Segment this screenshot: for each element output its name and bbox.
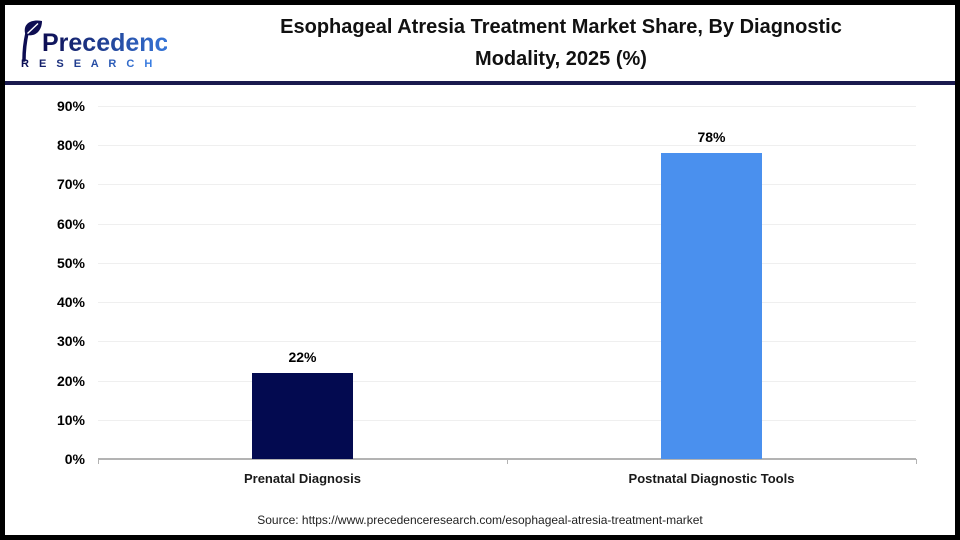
gridline-60% [98, 223, 916, 225]
x-axis-tick [916, 459, 917, 464]
gridline-80% [98, 145, 916, 147]
bar-postnatal-diagnostic-tools [661, 153, 762, 459]
y-axis-label-50%: 50% [56, 254, 85, 271]
precedence-research-logo: Precedence R E S E A R C H [17, 18, 182, 75]
bar-chart: 0% 10% 20% 30% 40% 50% 60% 70% 80% 90% 22% Prenatal… [5, 85, 955, 535]
header: Precedence R E S E A R C H Esophageal At… [5, 5, 955, 81]
y-axis-label-0%: 0% [64, 451, 85, 467]
logo-image: Precedence R E S E A R C H [21, 20, 182, 70]
gridline-40% [98, 302, 916, 304]
leaf-icon [22, 20, 42, 62]
x-axis-label: Postnatal Diagnostic Tools [628, 471, 795, 486]
chart-title-text: Esophageal Atresia Treatment Market Shar… [280, 16, 842, 70]
x-axis-tick [98, 459, 99, 464]
y-axis-label-10%: 10% [56, 411, 85, 428]
y-axis-label-20%: 20% [56, 372, 85, 389]
y-axis-label-40%: 40% [56, 294, 85, 311]
chart-title: Esophageal Atresia Treatment Market Shar… [167, 11, 955, 75]
gridline-10% [98, 419, 916, 421]
x-axis-tick [507, 459, 508, 464]
bar-value-label: 22% [288, 348, 317, 365]
header-divider [5, 81, 955, 85]
gridline-90% [98, 106, 916, 107]
gridline-50% [98, 262, 916, 264]
y-axis-label-30%: 30% [56, 333, 85, 350]
y-axis-label-70%: 70% [56, 176, 85, 193]
bar-value-label: 78% [697, 129, 726, 146]
bar-prenatal-diagnosis [252, 372, 353, 459]
y-axis-label-60%: 60% [56, 215, 85, 232]
gridline-30% [98, 341, 916, 343]
gridline-20% [98, 380, 916, 382]
logo-brand-text: Precedence [42, 29, 167, 57]
y-axis-label-80%: 80% [56, 137, 85, 154]
logo-sub-text: R E S E A R C H [21, 58, 156, 70]
source-text: Source: https://www.precedenceresearch.c… [257, 513, 703, 527]
y-axis-label-90%: 90% [56, 98, 85, 114]
x-axis-label: Prenatal Diagnosis [243, 471, 362, 486]
gridline-70% [98, 184, 916, 186]
